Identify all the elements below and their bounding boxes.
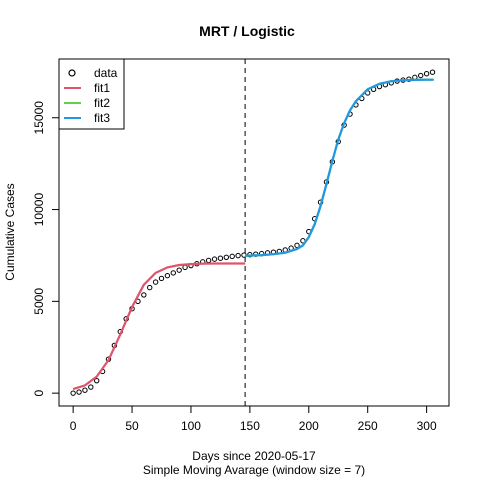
data-point xyxy=(235,252,241,259)
data-point xyxy=(418,72,424,79)
data-point xyxy=(147,284,153,291)
legend-symbol-data xyxy=(68,69,76,77)
y-tick-label: 15000 xyxy=(32,101,46,135)
data-point xyxy=(423,70,430,77)
y-axis: 0 5000 10000 15000 xyxy=(32,101,60,396)
data-point xyxy=(223,254,230,260)
x-axis: 0 50 100 150 200 250 300 xyxy=(70,405,437,433)
data-point xyxy=(294,242,300,249)
x-tick-label: 250 xyxy=(358,419,378,433)
data-point xyxy=(70,390,76,396)
x-tick-label: 50 xyxy=(125,419,139,433)
plot-content xyxy=(70,59,436,406)
chart-title: MRT / Logistic xyxy=(199,23,295,39)
series-line-fit1 xyxy=(72,262,246,391)
y-tick-label: 5000 xyxy=(32,288,46,315)
x-axis-sublabel: Simple Moving Avarage (window size = 7) xyxy=(143,463,365,477)
x-tick-label: 200 xyxy=(299,419,319,433)
y-tick-label: 0 xyxy=(32,389,46,396)
data-point xyxy=(82,387,88,393)
legend-label-data: data xyxy=(94,66,118,80)
data-point xyxy=(94,377,100,384)
data-point xyxy=(176,267,182,273)
data-point xyxy=(229,253,235,260)
legend-label-fit1: fit1 xyxy=(94,81,110,95)
data-point xyxy=(158,275,165,282)
data-point xyxy=(211,256,218,262)
x-tick-label: 300 xyxy=(417,419,437,433)
y-tick-label: 10000 xyxy=(32,193,46,227)
series-line-fit3 xyxy=(245,78,434,257)
data-point xyxy=(141,292,147,298)
data-point xyxy=(170,270,176,276)
data-point xyxy=(152,279,159,285)
data-point xyxy=(164,272,171,279)
y-axis-label: Cumulative Cases xyxy=(3,183,17,280)
data-point xyxy=(88,384,94,390)
x-tick-label: 0 xyxy=(70,419,77,433)
legend-label-fit3: fit3 xyxy=(94,111,110,125)
data-point xyxy=(76,389,82,395)
x-axis-label: Days since 2020-05-17 xyxy=(192,449,316,463)
data-point xyxy=(217,255,224,261)
x-tick-label: 150 xyxy=(240,419,260,433)
legend-label-fit2: fit2 xyxy=(94,96,110,110)
x-tick-label: 100 xyxy=(181,419,201,433)
data-point xyxy=(429,69,436,75)
